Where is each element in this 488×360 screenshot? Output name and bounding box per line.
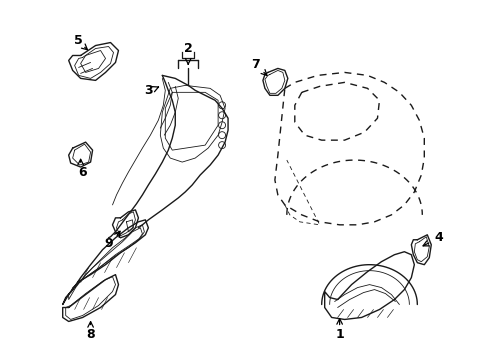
Text: 9: 9 (104, 237, 113, 250)
Text: 8: 8 (86, 328, 95, 341)
Text: 4: 4 (434, 231, 443, 244)
Text: 3: 3 (144, 84, 152, 97)
Text: 7: 7 (251, 58, 260, 71)
Text: 5: 5 (74, 34, 83, 47)
Text: 2: 2 (183, 42, 192, 55)
Text: 6: 6 (78, 166, 87, 179)
Text: 1: 1 (335, 328, 343, 341)
